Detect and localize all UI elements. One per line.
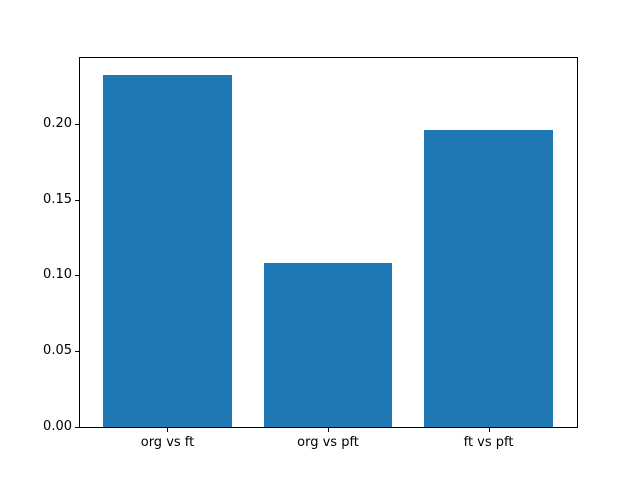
y-tick-label: 0.20: [43, 115, 72, 131]
y-tick-mark: [75, 351, 79, 353]
y-tick-mark: [75, 427, 79, 428]
x-tick-mark: [167, 428, 169, 432]
y-tick-label: 0.15: [43, 191, 72, 207]
y-tick-mark: [75, 123, 79, 125]
bars-container: [80, 58, 577, 427]
x-tick-mark: [328, 428, 330, 432]
plot-area: [79, 57, 578, 428]
x-tick-label: org vs pft: [297, 435, 359, 450]
x-tick-label: ft vs pft: [463, 435, 514, 450]
y-tick-mark: [75, 275, 79, 277]
x-tick-label: org vs ft: [140, 435, 195, 450]
bar: [263, 263, 393, 427]
bar: [103, 75, 232, 427]
y-tick-label: 0.00: [43, 419, 72, 434]
x-tick-mark: [488, 428, 490, 432]
bar: [424, 129, 553, 427]
y-tick-mark: [75, 199, 79, 201]
y-tick-label: 0.05: [43, 343, 72, 359]
y-tick-label: 0.10: [43, 267, 72, 283]
